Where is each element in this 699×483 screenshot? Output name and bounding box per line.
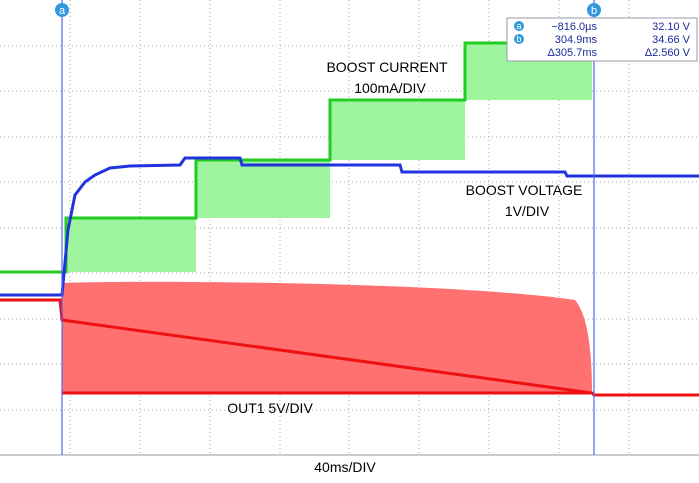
boost-current-scale: 100mA/DIV	[354, 80, 426, 96]
readout-a-voltage: 32.10 V	[652, 21, 691, 33]
cursor-b-letter: b	[591, 5, 597, 17]
timebase-label: 40ms/DIV	[314, 459, 376, 475]
readout-a-time: −816.0µs	[551, 21, 597, 33]
readout-delta-time: Δ305.7ms	[547, 47, 597, 59]
readout-a-icon	[514, 21, 524, 31]
readout-b-time: 304.9ms	[555, 34, 598, 46]
readout-delta-voltage: Δ2.560 V	[645, 47, 691, 59]
boost-voltage-label: BOOST VOLTAGE	[466, 182, 583, 198]
out1-envelope	[62, 281, 592, 393]
cursor-b-marker	[587, 3, 601, 17]
readout-b-voltage: 34.66 V	[652, 34, 691, 46]
out1-label: OUT1 5V/DIV	[227, 400, 313, 416]
readout-box	[506, 17, 698, 62]
readout-a-letter: a	[516, 21, 521, 31]
boost-voltage-scale: 1V/DIV	[505, 203, 550, 219]
cursor-readout: a −816.0µs 32.10 V b 304.9ms 34.66 V Δ30…	[506, 17, 698, 62]
out1-trace	[0, 298, 699, 397]
cursor-a-marker	[55, 3, 69, 17]
cursor-a-letter: a	[59, 5, 66, 17]
readout-b-icon	[514, 34, 524, 44]
boost-voltage-trace	[0, 156, 699, 297]
boost-current-label: BOOST CURRENT	[326, 59, 448, 75]
readout-b-letter: b	[516, 34, 521, 44]
